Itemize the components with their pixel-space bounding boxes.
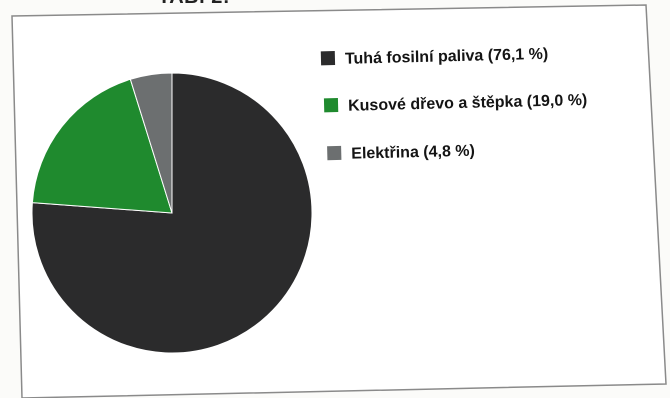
legend-swatch-3 [327,145,342,161]
pie-slices [31,72,313,354]
legend-swatch-2 [323,97,339,113]
legend-label-3: Elektřina (4,8 %) [351,143,475,163]
clipped-title: TAB. 2: [158,0,230,9]
pie-slice-1 [31,72,313,354]
pie-slice-2 [31,78,173,214]
pie-slice-3 [129,72,173,214]
legend-label-1: Tuhá fosilní paliva (76,1 %) [345,46,549,68]
chart-legend: Tuhá fosilní paliva (76,1 %) Kusové dřevo… [320,46,588,163]
legend-label-2: Kusové dřevo a štěpka (19,0 %) [348,92,588,115]
legend-swatch-1 [320,51,336,66]
